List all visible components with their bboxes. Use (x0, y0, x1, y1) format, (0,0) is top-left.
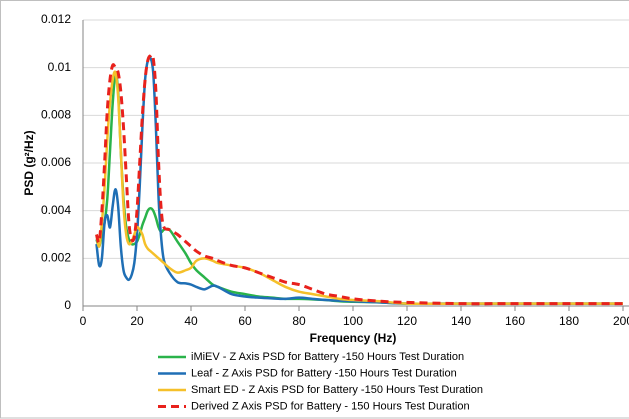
series-line (95, 73, 623, 305)
y-tick-label: 0.008 (41, 108, 71, 122)
y-tick-label: 0 (64, 298, 71, 312)
x-tick-label: 140 (451, 314, 471, 328)
y-tick-label: 0.006 (41, 155, 71, 169)
x-tick-label: 20 (130, 314, 144, 328)
x-tick-label: 0 (80, 314, 87, 328)
series-line (95, 55, 623, 305)
x-tick-label: 100 (343, 314, 363, 328)
x-axis-label: Frequency (Hz) (310, 331, 397, 345)
legend-label: Derived Z Axis PSD for Battery - 150 Hou… (191, 400, 470, 412)
legend-label: Smart ED - Z Axis PSD for Battery -150 H… (191, 384, 483, 396)
y-tick-label: 0.01 (48, 60, 72, 74)
y-tick-label: 0.004 (41, 203, 71, 217)
y-axis-label: PSD (g²/Hz) (22, 130, 36, 195)
x-tick-label: 80 (292, 314, 306, 328)
x-tick-label: 200 (613, 314, 629, 328)
series-line (95, 53, 623, 306)
legend-label: Leaf - Z Axis PSD for Battery -150 Hours… (191, 367, 457, 379)
x-tick-label: 40 (184, 314, 198, 328)
y-tick-label: 0.012 (41, 12, 71, 26)
y-tick-label: 0.002 (41, 251, 71, 265)
series-line (95, 70, 623, 306)
x-tick-label: 120 (397, 314, 417, 328)
x-tick-label: 180 (559, 314, 579, 328)
x-tick-label: 160 (505, 314, 525, 328)
legend-label: iMiEV - Z Axis PSD for Battery -150 Hour… (191, 351, 464, 363)
x-tick-label: 60 (238, 314, 252, 328)
